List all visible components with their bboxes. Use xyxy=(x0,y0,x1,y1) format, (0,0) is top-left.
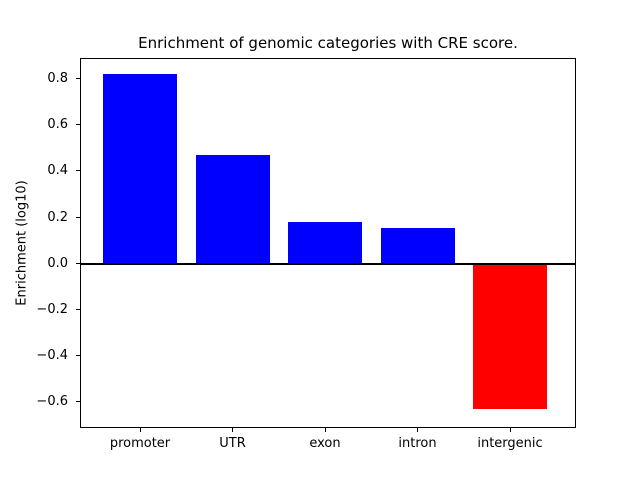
y-axis-label: Enrichment (log10) xyxy=(14,180,30,306)
zero-line xyxy=(81,263,575,266)
y-tick-label-0.8: 0.8 xyxy=(47,71,68,87)
y-tick-label-0.0: 0.0 xyxy=(47,255,68,271)
y-tick-label-0.4: 0.4 xyxy=(47,163,68,179)
bar-UTR xyxy=(195,154,270,264)
plot-area xyxy=(80,58,576,428)
x-tick-mark-intron xyxy=(417,428,418,432)
x-tick-label-promoter: promoter xyxy=(109,436,171,451)
x-tick-label-intron: intron xyxy=(398,436,437,451)
chart-title: Enrichment of genomic categories with CR… xyxy=(138,34,518,52)
y-tick-label-−0.4: −0.4 xyxy=(36,348,68,364)
x-tick-mark-promoter xyxy=(139,428,141,432)
y-tick-mark-0.8 xyxy=(76,78,80,80)
x-tick-label-intergenic: intergenic xyxy=(477,436,543,451)
y-tick-label-−0.6: −0.6 xyxy=(36,394,68,410)
y-tick-mark-−0.6 xyxy=(76,401,80,403)
y-tick-mark-0.0 xyxy=(76,262,80,264)
y-tick-mark-−0.4 xyxy=(76,355,80,357)
bar-promoter xyxy=(103,73,177,264)
x-tick-mark-exon xyxy=(324,428,326,432)
y-tick-label-0.2: 0.2 xyxy=(47,209,68,225)
x-tick-mark-intergenic xyxy=(509,428,511,432)
bar-intergenic xyxy=(473,263,547,409)
y-tick-mark-0.2 xyxy=(76,216,80,218)
x-tick-label-UTR: UTR xyxy=(219,436,246,451)
y-tick-mark-0.6 xyxy=(76,124,80,126)
y-tick-label-−0.2: −0.2 xyxy=(36,302,68,318)
bar-exon xyxy=(288,221,362,264)
x-tick-label-exon: exon xyxy=(309,436,341,451)
y-tick-label-0.6: 0.6 xyxy=(47,117,68,133)
y-tick-mark-−0.2 xyxy=(76,309,80,311)
bar-intron xyxy=(380,227,455,264)
x-tick-mark-UTR xyxy=(232,428,233,432)
y-tick-mark-0.4 xyxy=(76,170,80,172)
